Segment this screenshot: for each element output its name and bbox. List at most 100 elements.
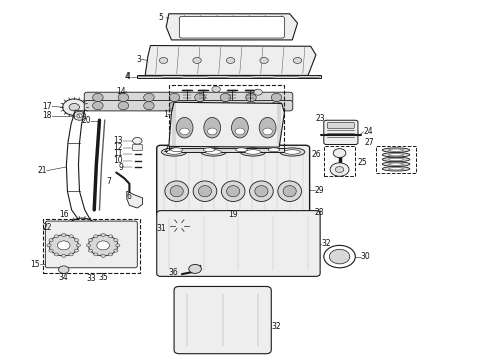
Ellipse shape — [249, 181, 273, 202]
Ellipse shape — [259, 117, 276, 138]
Text: 4: 4 — [124, 72, 129, 81]
Circle shape — [116, 244, 120, 247]
Circle shape — [77, 114, 82, 118]
Ellipse shape — [240, 148, 266, 156]
Circle shape — [88, 239, 93, 242]
Circle shape — [54, 253, 58, 256]
Ellipse shape — [118, 102, 129, 110]
Polygon shape — [145, 45, 316, 75]
Circle shape — [193, 58, 201, 63]
Text: 22: 22 — [43, 223, 52, 232]
Text: 32: 32 — [271, 321, 281, 330]
Circle shape — [159, 58, 168, 63]
Ellipse shape — [193, 181, 217, 202]
FancyBboxPatch shape — [84, 92, 293, 103]
Circle shape — [114, 239, 118, 242]
Text: 29: 29 — [315, 186, 324, 195]
FancyBboxPatch shape — [179, 17, 284, 38]
Circle shape — [164, 214, 195, 237]
Circle shape — [260, 58, 268, 63]
Ellipse shape — [171, 148, 182, 152]
Text: 16: 16 — [59, 210, 69, 219]
Ellipse shape — [162, 148, 187, 156]
Circle shape — [114, 249, 118, 252]
Ellipse shape — [280, 148, 305, 156]
Ellipse shape — [246, 102, 256, 110]
Ellipse shape — [220, 102, 231, 110]
Circle shape — [49, 239, 53, 242]
Circle shape — [94, 253, 98, 256]
Text: 11: 11 — [114, 149, 123, 158]
Ellipse shape — [220, 93, 231, 102]
Ellipse shape — [204, 117, 221, 138]
Ellipse shape — [195, 102, 205, 110]
Ellipse shape — [271, 93, 282, 102]
Ellipse shape — [268, 148, 280, 152]
Circle shape — [294, 58, 302, 63]
Text: 17: 17 — [43, 102, 52, 111]
FancyBboxPatch shape — [157, 145, 310, 217]
Circle shape — [63, 99, 86, 115]
Text: 9: 9 — [118, 163, 123, 172]
Ellipse shape — [169, 93, 180, 102]
Circle shape — [97, 241, 109, 250]
Text: 15: 15 — [30, 260, 40, 269]
Circle shape — [174, 222, 184, 229]
Text: 13: 13 — [114, 136, 123, 145]
Text: 5: 5 — [159, 13, 164, 22]
Ellipse shape — [236, 148, 247, 152]
Circle shape — [226, 58, 235, 63]
Bar — [169, 85, 284, 150]
Circle shape — [335, 167, 344, 172]
Circle shape — [74, 239, 78, 242]
Ellipse shape — [206, 150, 221, 154]
FancyBboxPatch shape — [157, 211, 320, 276]
Ellipse shape — [170, 186, 183, 197]
Ellipse shape — [382, 148, 410, 152]
Circle shape — [235, 128, 245, 135]
Ellipse shape — [382, 162, 410, 166]
FancyBboxPatch shape — [174, 287, 271, 354]
Ellipse shape — [203, 148, 215, 152]
Text: 31: 31 — [157, 224, 166, 233]
Text: 36: 36 — [169, 268, 178, 277]
Text: 28: 28 — [315, 208, 324, 217]
Ellipse shape — [93, 102, 103, 110]
Circle shape — [101, 254, 105, 257]
Ellipse shape — [201, 148, 226, 156]
Text: 3: 3 — [137, 55, 142, 64]
Text: 7: 7 — [106, 177, 111, 186]
Text: 20: 20 — [81, 117, 91, 126]
Ellipse shape — [389, 163, 404, 165]
Bar — [169, 148, 284, 152]
Circle shape — [333, 149, 346, 158]
Ellipse shape — [283, 186, 296, 197]
Text: 34: 34 — [59, 273, 69, 282]
Circle shape — [49, 249, 53, 252]
Ellipse shape — [166, 150, 182, 154]
Circle shape — [86, 244, 91, 247]
Ellipse shape — [271, 102, 282, 110]
Circle shape — [68, 218, 97, 239]
Circle shape — [54, 235, 58, 238]
Circle shape — [329, 249, 350, 264]
Text: 23: 23 — [316, 114, 325, 123]
Circle shape — [88, 235, 118, 256]
Circle shape — [189, 265, 201, 273]
Ellipse shape — [382, 157, 410, 162]
Ellipse shape — [169, 102, 180, 110]
Circle shape — [263, 128, 272, 135]
Circle shape — [101, 233, 105, 237]
Circle shape — [330, 163, 349, 176]
Polygon shape — [127, 191, 143, 208]
Ellipse shape — [389, 168, 404, 170]
Polygon shape — [137, 75, 321, 78]
Circle shape — [58, 266, 69, 273]
Circle shape — [76, 224, 88, 233]
Circle shape — [57, 241, 70, 250]
Ellipse shape — [231, 117, 248, 138]
Ellipse shape — [221, 181, 245, 202]
Text: 21: 21 — [37, 166, 47, 175]
Circle shape — [212, 86, 220, 92]
Ellipse shape — [389, 158, 404, 161]
